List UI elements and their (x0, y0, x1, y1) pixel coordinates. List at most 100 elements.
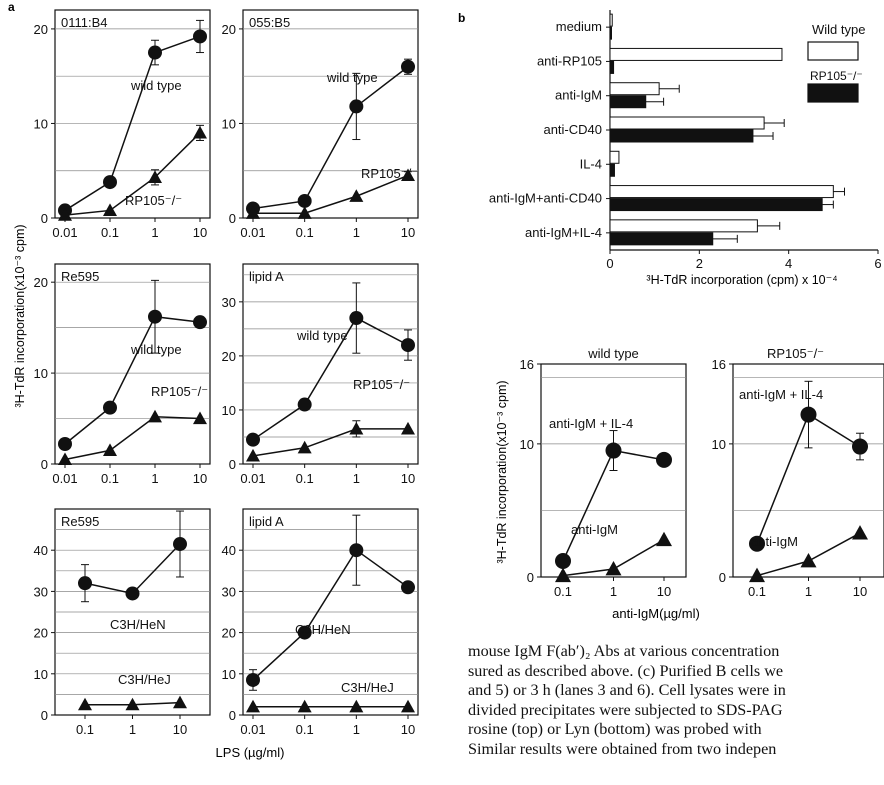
series-label: wild type (130, 78, 182, 93)
y-tick-label: 30 (222, 584, 236, 599)
legend-swatch-wild-type (807, 41, 859, 61)
data-point-triangle (401, 699, 415, 713)
panel-a-xlabel: LPS (µg/ml) (216, 745, 285, 760)
series-label: C3H/HeN (295, 622, 351, 637)
y-tick-label: 20 (34, 275, 48, 290)
y-tick-label: 10 (222, 403, 236, 418)
data-point-triangle (246, 699, 260, 713)
series: wild type (58, 279, 207, 451)
data-point-circle (103, 175, 117, 190)
series-line (64, 35, 201, 212)
data-point-circle (103, 400, 117, 415)
x-tick-label: 0.01 (52, 225, 77, 240)
x-tick-label: 10 (173, 722, 187, 737)
x-tick-label: 1 (610, 584, 617, 599)
panel-c-xlabel: anti-IgM(µg/ml) (612, 606, 700, 621)
x-tick-label: 0.1 (296, 471, 314, 486)
series-line (84, 543, 181, 595)
data-point-triangle (800, 553, 817, 568)
caption-line: Similar results were obtained from two i… (468, 739, 777, 758)
series-label: RP105⁻/⁻ (361, 166, 418, 181)
series: wild type (58, 19, 207, 218)
series-label: RP105⁻/⁻ (151, 384, 208, 399)
data-point-circle (749, 535, 765, 552)
x-tick-label: 1 (353, 722, 360, 737)
series-label: C3H/HeJ (341, 680, 394, 695)
x-tick-label: 10 (401, 722, 415, 737)
y-tick-label: 10 (34, 667, 48, 682)
y-tick-label: 0 (719, 570, 726, 585)
line-panel: 0 10 16 0.1 1 10 wild type anti-IgM + IL-4 anti-… (520, 346, 687, 599)
y-tick-label: 20 (34, 626, 48, 641)
data-point-circle (297, 625, 312, 640)
x-tick-label: 0.1 (296, 722, 314, 737)
data-point-triangle (297, 206, 312, 219)
series-label: anti-IgM (571, 522, 618, 537)
data-point-triangle (103, 203, 117, 217)
data-point-circle (401, 580, 415, 595)
data-point-triangle (103, 443, 117, 456)
line-panel: 0 10 20 30 0.01 0.1 1 10 lipid A wild type RP105⁻/… (222, 263, 419, 486)
y-tick-label: 16 (520, 357, 534, 372)
data-point-circle (800, 406, 817, 423)
data-point-triangle (125, 697, 140, 711)
bar-rp105-ko (609, 60, 615, 74)
series-label: wild type (130, 342, 182, 357)
x-tick-label: 1 (353, 471, 360, 486)
series-label: RP105⁻/⁻ (353, 377, 410, 392)
data-point-circle (401, 338, 415, 353)
data-point-triangle (58, 452, 72, 466)
x-tick-label: 10 (193, 225, 207, 240)
series-label: wild type (326, 70, 378, 85)
data-point-triangle (148, 409, 162, 423)
series: anti-IgM (749, 525, 868, 583)
y-tick-label: 30 (222, 295, 236, 310)
series-line (252, 549, 409, 681)
y-tick-label: 0 (527, 570, 534, 585)
x-tick-label: 10 (657, 584, 671, 599)
series-label: anti-IgM (751, 534, 798, 549)
bar-rp105-ko (609, 163, 615, 177)
y-tick-label: 10 (222, 667, 236, 682)
legend-swatch-rp105-ko (807, 83, 859, 103)
y-tick-label: 10 (520, 437, 534, 452)
panel-title: 055:B5 (249, 15, 290, 30)
y-tick-label: 0 (41, 457, 48, 472)
panel-title: wild type (587, 346, 639, 361)
x-tick-label: 1 (805, 584, 812, 599)
series-line (252, 317, 409, 441)
panel-a-ylabel: ³H-TdR incorporation(x10⁻³ cpm) (13, 224, 27, 407)
data-point-circle (349, 311, 364, 326)
series: RP105⁻/⁻ (58, 124, 207, 221)
series: anti-IgM + IL-4 (739, 380, 868, 552)
bar-wild-type (609, 150, 620, 164)
series-label: anti-IgM + IL-4 (739, 387, 823, 402)
y-tick-label: 40 (222, 543, 236, 558)
y-tick-label: 0 (229, 211, 236, 226)
data-point-circle (401, 59, 415, 74)
panel-title: lipid A (249, 269, 284, 284)
y-tick-label: 0 (41, 211, 48, 226)
series-label: RP105⁻/⁻ (125, 193, 182, 208)
series-label: C3H/HeN (110, 617, 166, 632)
series-label: anti-IgM + IL-4 (549, 416, 633, 431)
x-tick-label: 10 (401, 471, 415, 486)
x-tick-label: 1 (129, 722, 136, 737)
data-point-triangle (148, 170, 162, 183)
caption-line: and 5) or 3 h (lanes 3 and 6). Cell lysa… (468, 681, 786, 700)
x-tick-label: 1 (151, 225, 158, 240)
plot-frame (242, 9, 419, 219)
y-tick-label: 20 (222, 626, 236, 641)
bar-rp105-ko (609, 198, 823, 212)
line-panel: 0 10 20 0.01 0.1 1 10 055:B5 wild type RP105⁻/⁻ (222, 9, 419, 240)
caption-line: divided precipitates were subjected to S… (468, 700, 783, 719)
series-label: wild type (296, 328, 348, 343)
data-point-circle (246, 432, 260, 447)
data-point-circle (193, 29, 207, 44)
panel-title: Re595 (61, 269, 99, 284)
bar-wild-type (609, 185, 834, 199)
series: anti-IgM + IL-4 (549, 416, 672, 570)
x-tick-label: 0.1 (101, 471, 119, 486)
caption-line: mouse IgM F(ab′)₂ Abs at various concent… (468, 642, 780, 660)
